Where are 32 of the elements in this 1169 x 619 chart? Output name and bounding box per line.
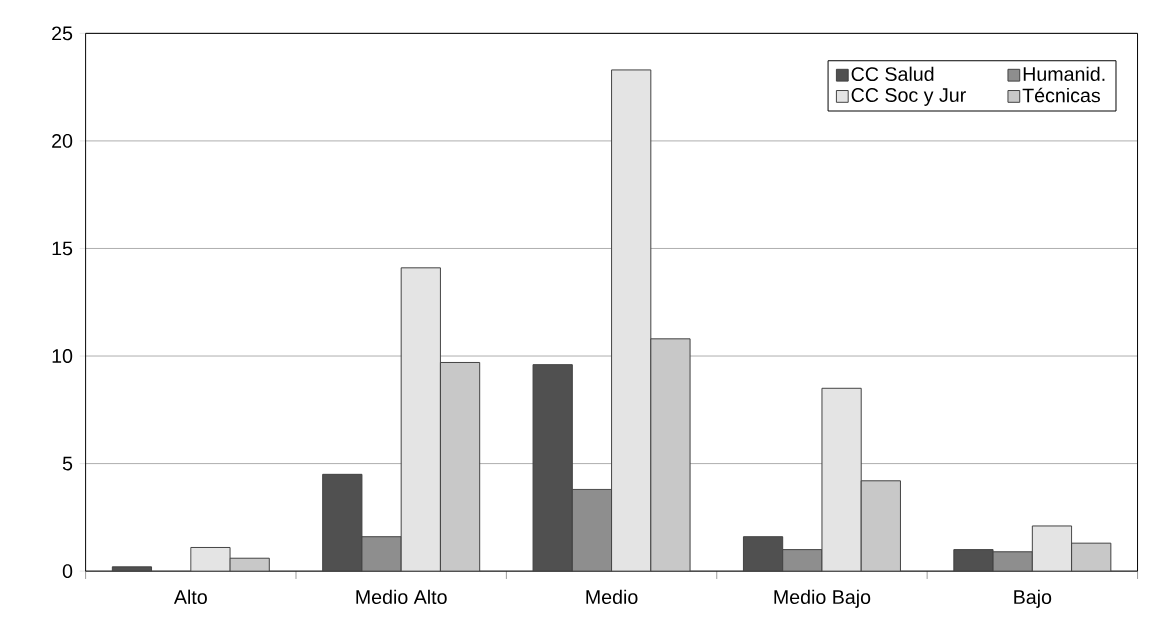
bar — [821, 387, 862, 572]
bar — [190, 546, 231, 572]
bar — [572, 489, 612, 572]
y-tick-label: 15 — [52, 241, 73, 256]
x-tick-label: Alto — [173, 589, 207, 604]
bar — [439, 361, 481, 572]
legend-label: Técnicas — [1022, 87, 1100, 103]
y-tick-label: 20 — [52, 133, 73, 148]
bar — [860, 480, 901, 572]
bar — [1071, 542, 1112, 572]
bar — [400, 267, 441, 572]
legend-label: CC Salud — [851, 66, 934, 81]
y-tick-label: 10 — [52, 348, 73, 363]
bar — [322, 473, 363, 572]
x-tick-label: Medio Bajo — [774, 589, 871, 608]
y-tick-label: 0 — [62, 564, 73, 578]
bar — [992, 551, 1033, 572]
bar — [1031, 525, 1073, 572]
legend-label: Humanid. — [1023, 66, 1105, 81]
bar — [533, 364, 573, 572]
legend-label: CC Soc y Jur — [851, 87, 966, 106]
bar — [650, 338, 691, 572]
y-tick-label: 5 — [62, 456, 73, 471]
x-tick-label: Bajo — [1014, 589, 1052, 608]
y-tick-label: 25 — [52, 26, 73, 41]
bar — [742, 536, 784, 572]
x-tick-label: Medio — [586, 589, 638, 604]
bar — [782, 549, 823, 572]
bar — [611, 69, 651, 572]
x-tick-label: Medio Alto — [356, 589, 447, 604]
bar — [953, 549, 994, 572]
bar — [361, 536, 402, 572]
